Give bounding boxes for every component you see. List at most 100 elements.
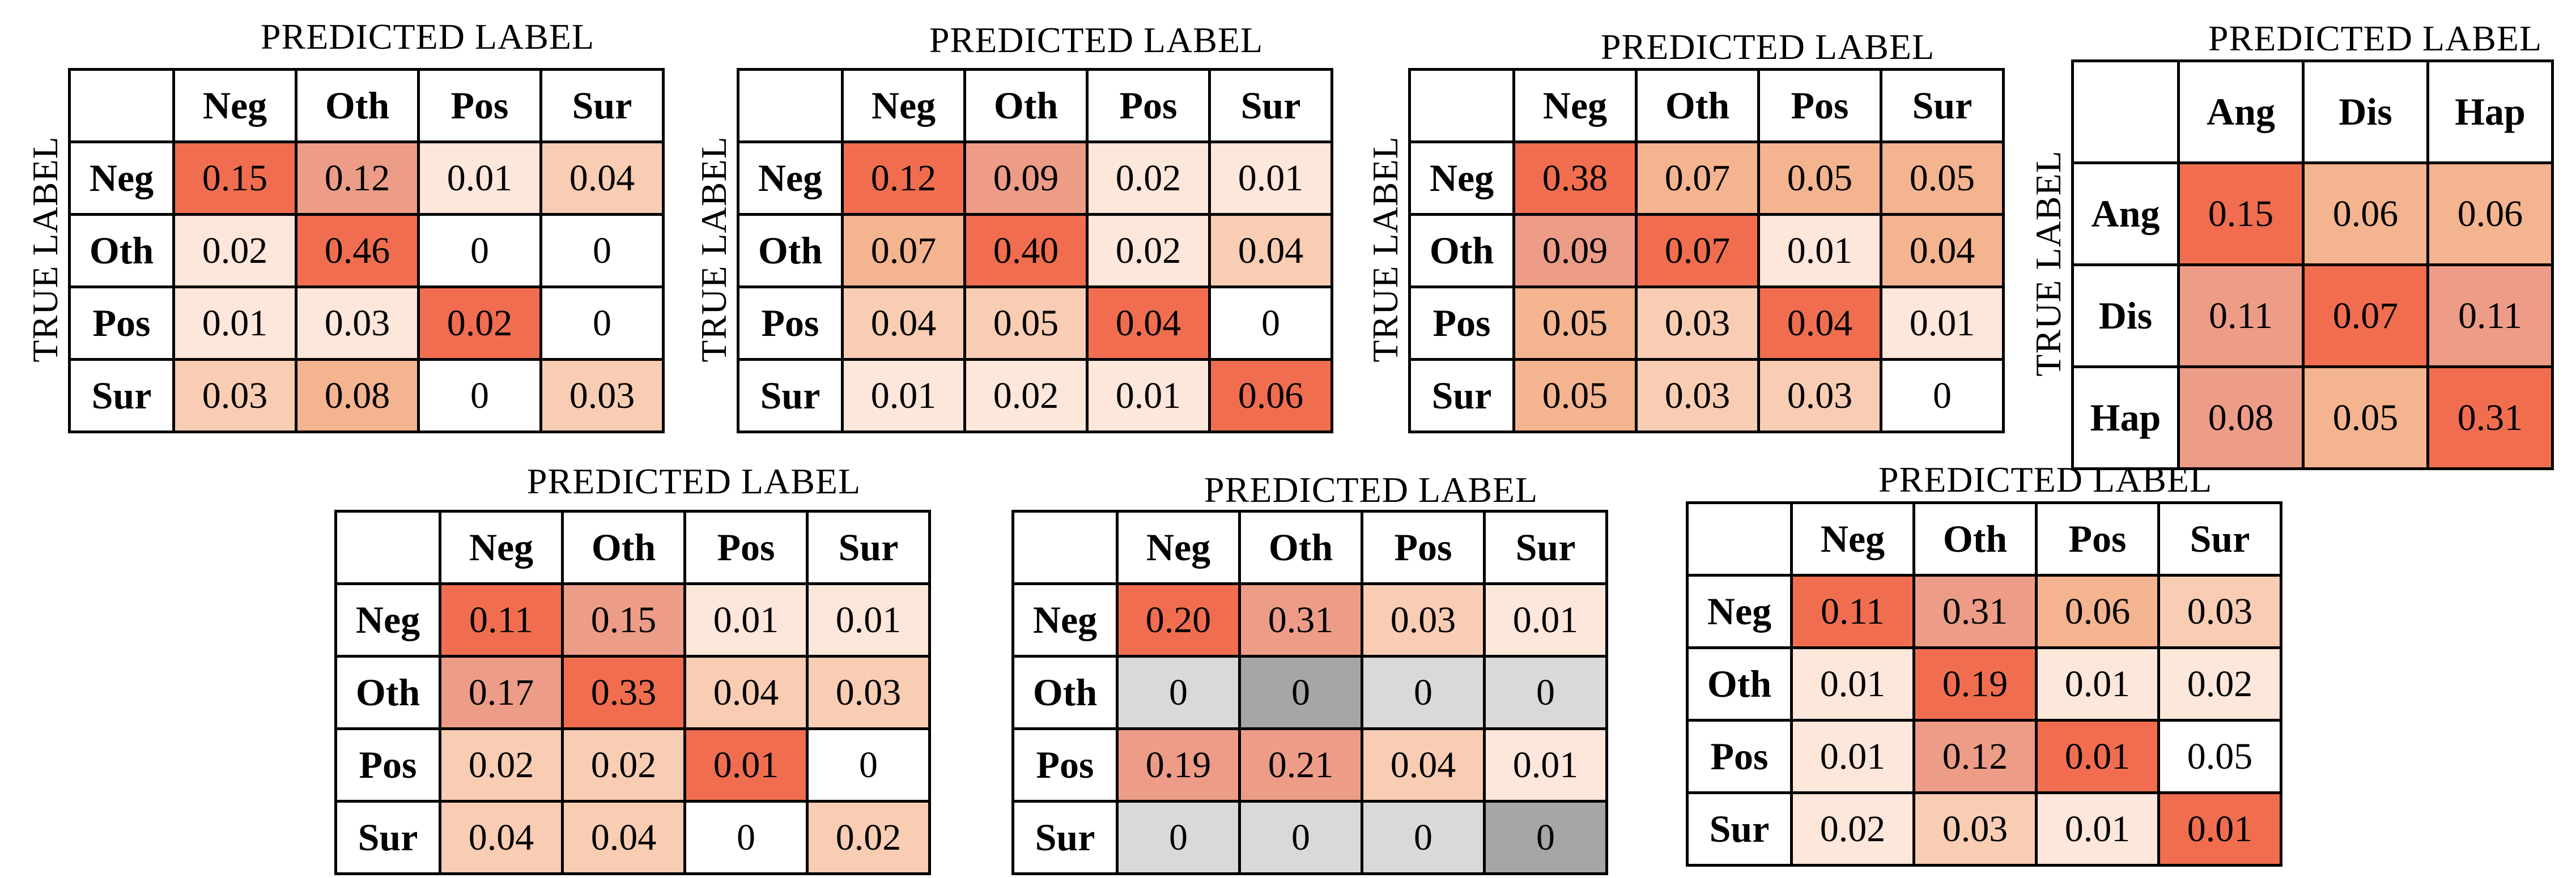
matrix-cell: 0.02 <box>1089 216 1211 288</box>
matrix-cell: 0.03 <box>1638 361 1760 433</box>
matrix-cell: 0.03 <box>542 361 665 433</box>
matrix-cell: 0.08 <box>2180 368 2305 470</box>
matrix-cell: 0.02 <box>2160 649 2282 722</box>
row-header: Pos <box>71 288 175 361</box>
matrix-cell: 0.31 <box>1915 577 2038 649</box>
row-header: Oth <box>739 216 844 288</box>
matrix-cell: 0.02 <box>1089 143 1211 216</box>
matrix-cell: 0.20 <box>1119 585 1241 658</box>
matrix-cell: 0.01 <box>420 143 542 216</box>
predicted-label-title: PREDICTED LABEL <box>1600 27 1935 67</box>
column-header: Neg <box>1119 513 1241 585</box>
confusion-matrix-2: Neg Oth Pos Sur Neg 0.12 0.09 0.02 0.01 Oth 0.07 0.… <box>737 68 1333 433</box>
predicted-label-title: PREDICTED LABEL <box>929 20 1264 60</box>
matrix-cell: 0 <box>1486 658 1608 730</box>
corner-cell <box>71 71 175 143</box>
matrix-cell: 0 <box>686 803 809 875</box>
matrix-cell: 0.06 <box>2038 577 2160 649</box>
matrix-cell: 0.01 <box>2160 794 2282 867</box>
matrix-cell: 0.07 <box>1638 216 1760 288</box>
row-header: Sur <box>1411 361 1515 433</box>
matrix-cell: 0.21 <box>1241 730 1363 803</box>
matrix-cell: 0.03 <box>1760 361 1882 433</box>
column-header: Oth <box>297 71 420 143</box>
column-header: Sur <box>1486 513 1608 585</box>
corner-cell <box>1689 504 1793 577</box>
column-header: Pos <box>420 71 542 143</box>
matrix-cell: 0.05 <box>2305 368 2429 470</box>
matrix-cell: 0.03 <box>2160 577 2282 649</box>
matrix-cell: 0 <box>1211 288 1333 361</box>
matrix-cell: 0.04 <box>1089 288 1211 361</box>
matrix-cell: 0.19 <box>1915 649 2038 722</box>
matrix-cell: 0.02 <box>441 730 564 803</box>
matrix-cell: 0 <box>809 730 931 803</box>
matrix-cell: 0.04 <box>1363 730 1486 803</box>
matrix-cell: 0.01 <box>1793 649 1915 722</box>
matrix-cell: 0.01 <box>2038 722 2160 794</box>
matrix-cell: 0.01 <box>1793 722 1915 794</box>
column-header: Hap <box>2429 62 2554 164</box>
true-label-axis: TRUE LABEL <box>1365 136 1405 363</box>
column-header: Pos <box>1760 71 1882 143</box>
matrix-cell: 0.05 <box>1882 143 2005 216</box>
matrix-cell: 0 <box>1119 803 1241 875</box>
row-header: Oth <box>71 216 175 288</box>
matrix-cell: 0.02 <box>564 730 686 803</box>
matrix-cell: 0.04 <box>1211 216 1333 288</box>
matrix-cell: 0 <box>1241 803 1363 875</box>
column-header: Dis <box>2305 62 2429 164</box>
column-header: Neg <box>1515 71 1638 143</box>
row-header: Ang <box>2074 164 2180 266</box>
matrix-cell: 0.15 <box>175 143 297 216</box>
row-header: Neg <box>1689 577 1793 649</box>
matrix-cell: 0.05 <box>1760 143 1882 216</box>
corner-cell <box>1411 71 1515 143</box>
row-header: Pos <box>337 730 441 803</box>
matrix-cell: 0.01 <box>1760 216 1882 288</box>
row-header: Pos <box>1014 730 1119 803</box>
column-header: Oth <box>966 71 1089 143</box>
confusion-matrix-4: Ang Dis Hap Ang 0.15 0.06 0.06 Dis 0.11 0.07 0.11 H… <box>2071 59 2554 470</box>
matrix-cell: 0.04 <box>1760 288 1882 361</box>
matrix-cell: 0.05 <box>2160 722 2282 794</box>
row-header: Neg <box>1014 585 1119 658</box>
true-label-axis: TRUE LABEL <box>25 136 65 363</box>
row-header: Neg <box>71 143 175 216</box>
matrix-cell: 0.31 <box>1241 585 1363 658</box>
row-header: Oth <box>1411 216 1515 288</box>
confusion-matrix-1: Neg Oth Pos Sur Neg 0.15 0.12 0.01 0.04 Oth 0.02 0.… <box>68 68 665 433</box>
confusion-matrix-6: Neg Oth Pos Sur Neg 0.20 0.31 0.03 0.01 Oth 0 0 0 0 Po… <box>1011 510 1608 875</box>
matrix-cell: 0.40 <box>966 216 1089 288</box>
row-header: Sur <box>1014 803 1119 875</box>
matrix-cell: 0 <box>1119 658 1241 730</box>
matrix-cell: 0.01 <box>844 361 966 433</box>
matrix-cell: 0.01 <box>686 730 809 803</box>
column-header: Oth <box>564 513 686 585</box>
true-label-axis: TRUE LABEL <box>694 136 734 363</box>
row-header: Sur <box>71 361 175 433</box>
matrix-cell: 0.01 <box>1486 730 1608 803</box>
matrix-cell: 0.03 <box>809 658 931 730</box>
row-header: Pos <box>1411 288 1515 361</box>
predicted-label-title: PREDICTED LABEL <box>1878 459 2213 500</box>
matrix-cell: 0 <box>1486 803 1608 875</box>
matrix-cell: 0 <box>420 361 542 433</box>
matrix-cell: 0.03 <box>1915 794 2038 867</box>
column-header: Sur <box>1211 71 1333 143</box>
matrix-cell: 0.04 <box>844 288 966 361</box>
matrix-cell: 0.02 <box>420 288 542 361</box>
matrix-cell: 0.08 <box>297 361 420 433</box>
corner-cell <box>1014 513 1119 585</box>
column-header: Neg <box>175 71 297 143</box>
matrix-cell: 0.15 <box>2180 164 2305 266</box>
matrix-cell: 0.01 <box>809 585 931 658</box>
matrix-cell: 0.01 <box>1089 361 1211 433</box>
matrix-cell: 0 <box>542 216 665 288</box>
confusion-matrix-5: Neg Oth Pos Sur Neg 0.11 0.15 0.01 0.01 Oth 0.17 0.… <box>334 510 931 875</box>
matrix-cell: 0.15 <box>564 585 686 658</box>
matrix-cell: 0.12 <box>297 143 420 216</box>
predicted-label-title: PREDICTED LABEL <box>2208 18 2543 58</box>
matrix-cell: 0.07 <box>844 216 966 288</box>
matrix-cell: 0.03 <box>1363 585 1486 658</box>
